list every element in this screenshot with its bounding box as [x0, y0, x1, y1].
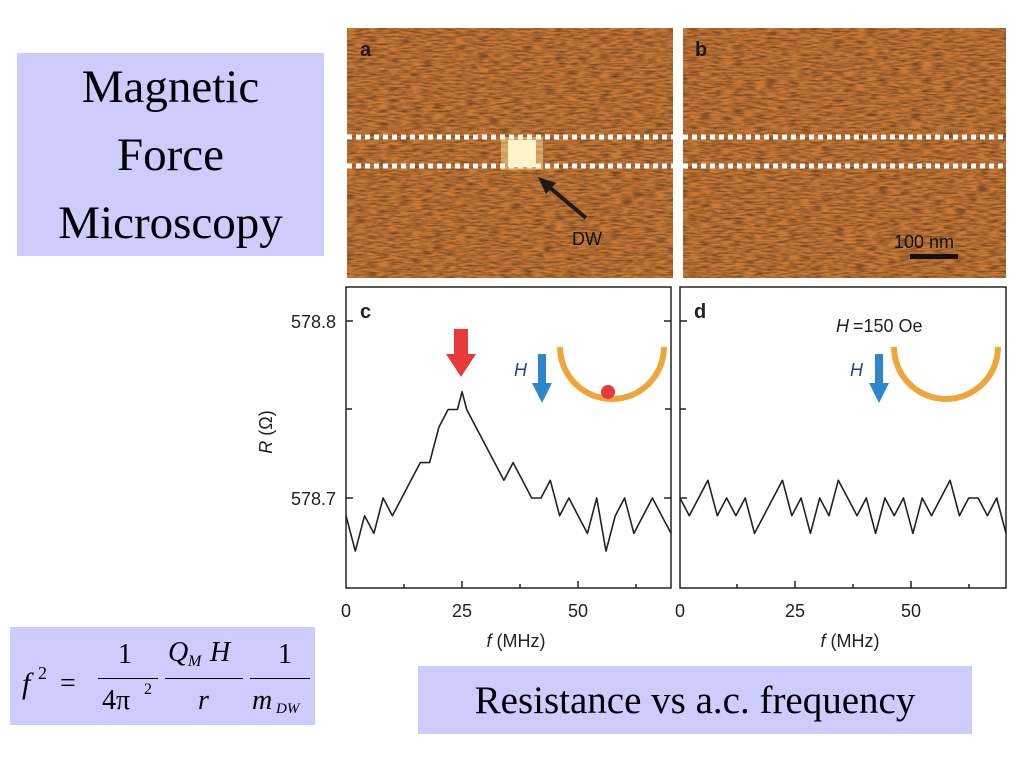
formula-frac1-bar: [98, 678, 158, 679]
x-ticks: [403, 581, 970, 588]
scale-bar: [910, 254, 958, 259]
mfm-panel-b: 100 nm b: [683, 28, 1006, 278]
formula-q: Q: [168, 637, 189, 668]
y-axis-label: R (Ω): [256, 410, 276, 453]
field-value-text: H =150 Oe: [836, 316, 923, 336]
field-arrow-c: [532, 354, 552, 403]
resonance-red-arrow: [446, 329, 476, 377]
potential-bowl-d: [891, 346, 1001, 402]
panel-d-label: d: [694, 301, 706, 323]
formula-frac1-num: 1: [118, 639, 132, 670]
field-label-d: H: [850, 360, 864, 380]
potential-bowl-c: [557, 346, 667, 402]
mfm-panel-a: DW a: [347, 28, 673, 278]
mfm-panel-b-texture: [683, 28, 1006, 278]
xtick-c-50: 50: [568, 601, 588, 621]
plot-c-frame: [345, 286, 672, 589]
x-axis-label-c-var: f: [487, 631, 494, 651]
dw-label: DW: [572, 229, 602, 249]
formula-frac2-bar: [165, 678, 243, 679]
x-axis-label-c-unit: (MHz): [497, 631, 546, 651]
trace-panel-c: [345, 390, 672, 552]
plot-d-frame: [679, 286, 1007, 589]
formula-frac3-num: 1: [278, 639, 292, 670]
title-line-1: Magnetic: [81, 60, 260, 113]
y-axis-label-var: R: [256, 441, 276, 454]
y-ticks: [346, 320, 687, 499]
formula-equals: =: [60, 668, 76, 699]
panel-a-label: a: [360, 39, 372, 61]
panel-c-label: c: [360, 301, 371, 323]
ytick-578-7: 578.7: [291, 489, 336, 509]
xtick-d-25: 25: [785, 601, 805, 621]
domain-wall-spot: [508, 140, 536, 167]
field-label-c: H: [514, 360, 528, 380]
formula-frac1-den-exp: 2: [144, 681, 152, 698]
formula-lhs-exp: 2: [38, 663, 47, 683]
x-axis-label-d: f (MHz): [821, 631, 880, 651]
domain-wall-dot: [601, 385, 615, 399]
field-value-var: H: [836, 316, 850, 336]
y-axis-label-unit: (Ω): [256, 410, 276, 435]
caption-box: Resistance vs a.c. frequency: [418, 666, 972, 734]
formula-h: H: [210, 637, 231, 668]
title-line-3: Microscopy: [58, 196, 283, 249]
xtick-c-0: 0: [341, 601, 351, 621]
formula-m: m: [252, 685, 273, 716]
x-axis-label-d-var: f: [821, 631, 828, 651]
xtick-d-50: 50: [901, 601, 921, 621]
dw-arrow-head: [538, 177, 556, 194]
scale-bar-label: 100 nm: [894, 232, 954, 252]
dw-arrow-shaft: [546, 184, 588, 220]
xtick-d-0: 0: [675, 601, 685, 621]
title-box: Magnetic Force Microscopy: [17, 53, 324, 256]
formula-frac3-bar: [250, 678, 310, 679]
field-arrow-d: [869, 354, 889, 403]
panel-b-label: b: [695, 39, 707, 61]
formula-m-sub: DW: [276, 701, 300, 717]
formula-lhs: f: [22, 667, 31, 700]
formula-box: f 2 = 1 4π 2 Q M H r 1 m DW: [10, 627, 315, 725]
formula-q-sub: M: [188, 653, 202, 670]
ytick-578-8: 578.8: [291, 312, 336, 332]
formula-frac1-den: 4π: [102, 685, 131, 716]
x-axis-label-d-unit: (MHz): [831, 631, 880, 651]
title-line-2: Force: [116, 128, 224, 181]
trace-panel-d: [679, 479, 1007, 535]
x-axis-label-c: f (MHz): [487, 631, 546, 651]
formula-r: r: [198, 685, 209, 716]
domain-wall-glow: [501, 137, 543, 170]
field-value-num: =150 Oe: [853, 316, 923, 336]
xtick-c-25: 25: [452, 601, 472, 621]
caption-text: Resistance vs a.c. frequency: [474, 678, 916, 722]
